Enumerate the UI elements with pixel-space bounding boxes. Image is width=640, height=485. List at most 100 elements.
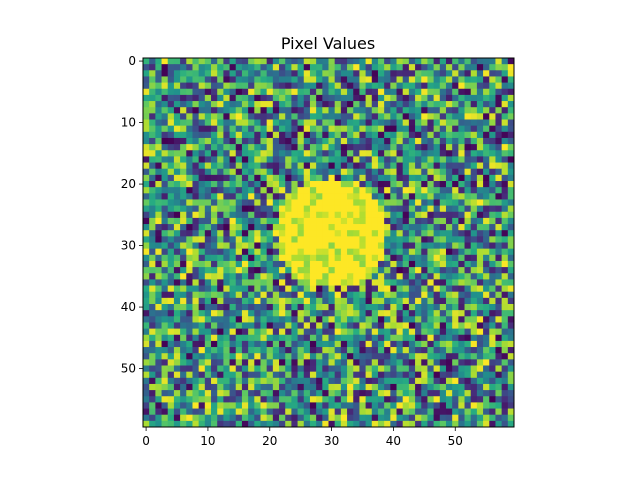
- heatmap-cell: [279, 340, 286, 348]
- heatmap-cell: [408, 347, 416, 354]
- heatmap-cell: [235, 187, 243, 194]
- heatmap-cell: [285, 267, 292, 274]
- heatmap-cell: [390, 193, 397, 200]
- heatmap-cell: [266, 119, 274, 127]
- heatmap-cell: [328, 347, 336, 354]
- heatmap-cell: [340, 377, 348, 385]
- heatmap-cell: [476, 181, 484, 188]
- heatmap-cell: [241, 101, 249, 108]
- heatmap-cell: [340, 291, 348, 299]
- heatmap-cell: [464, 340, 472, 348]
- heatmap-cell: [272, 402, 280, 409]
- heatmap-cell: [365, 211, 373, 219]
- heatmap-cell: [229, 150, 237, 157]
- heatmap-cell: [396, 347, 404, 354]
- heatmap-cell: [415, 322, 422, 329]
- heatmap-cell: [322, 119, 329, 127]
- heatmap-cell: [272, 181, 280, 188]
- heatmap-cell: [235, 347, 243, 354]
- heatmap-cell: [217, 211, 224, 219]
- heatmap-cell: [408, 414, 416, 422]
- heatmap-cell: [415, 101, 422, 108]
- heatmap-cell: [217, 396, 224, 403]
- heatmap-cell: [173, 279, 181, 286]
- heatmap-cell: [458, 181, 465, 188]
- heatmap-cell: [421, 137, 428, 145]
- heatmap-cell: [340, 359, 348, 366]
- heatmap-cell: [328, 328, 336, 336]
- heatmap-cell: [328, 414, 336, 422]
- heatmap-cell: [427, 82, 435, 90]
- heatmap-cell: [340, 340, 348, 348]
- heatmap-cell: [161, 365, 169, 373]
- heatmap-cell: [173, 125, 181, 133]
- heatmap-cell: [204, 365, 212, 373]
- heatmap-cell: [483, 230, 490, 237]
- heatmap-cell: [266, 359, 274, 366]
- heatmap-cell: [260, 420, 268, 428]
- heatmap-cell: [241, 58, 249, 65]
- heatmap-cell: [161, 119, 169, 127]
- heatmap-cell: [384, 131, 391, 139]
- heatmap-cell: [433, 230, 441, 237]
- heatmap-cell: [229, 137, 237, 145]
- heatmap-cell: [470, 82, 478, 90]
- heatmap-cell: [476, 94, 484, 102]
- heatmap-cell: [186, 322, 193, 329]
- heatmap-cell: [217, 267, 224, 274]
- heatmap-cell: [316, 193, 323, 200]
- heatmap-cell: [439, 236, 447, 243]
- heatmap-cell: [421, 187, 428, 194]
- heatmap-cell: [377, 390, 385, 397]
- heatmap-cell: [143, 347, 150, 354]
- heatmap-cell: [396, 217, 404, 225]
- heatmap-cell: [427, 217, 435, 225]
- heatmap-cell: [198, 181, 206, 188]
- heatmap-cell: [316, 58, 323, 65]
- heatmap-cell: [439, 242, 447, 250]
- heatmap-cell: [328, 353, 336, 360]
- heatmap-cell: [180, 187, 187, 194]
- heatmap-cell: [155, 199, 162, 206]
- heatmap-cell: [279, 113, 286, 120]
- heatmap-cell: [359, 365, 366, 373]
- heatmap-cell: [167, 316, 175, 323]
- heatmap-cell: [495, 304, 503, 311]
- heatmap-cell: [192, 193, 200, 200]
- heatmap-cell: [464, 107, 472, 114]
- heatmap-cell: [254, 291, 261, 299]
- heatmap-cell: [309, 156, 317, 163]
- heatmap-cell: [309, 187, 317, 194]
- heatmap-cell: [421, 334, 428, 342]
- heatmap-cell: [309, 230, 317, 237]
- heatmap-cell: [192, 70, 200, 77]
- heatmap-cell: [316, 267, 323, 274]
- heatmap-cell: [161, 64, 169, 71]
- heatmap-cell: [167, 297, 175, 305]
- heatmap-cell: [476, 193, 484, 200]
- heatmap-cell: [322, 211, 329, 219]
- heatmap-cell: [371, 285, 379, 293]
- heatmap-cell: [211, 322, 218, 329]
- heatmap-cell: [204, 174, 212, 182]
- heatmap-cell: [266, 144, 274, 151]
- heatmap-cell: [445, 156, 453, 163]
- heatmap-cell: [198, 365, 206, 373]
- heatmap-cell: [464, 322, 472, 329]
- heatmap-cell: [433, 273, 441, 280]
- heatmap-cell: [149, 383, 156, 391]
- heatmap-cell: [149, 156, 156, 163]
- heatmap-cell: [155, 94, 162, 102]
- heatmap-cell: [501, 131, 509, 139]
- heatmap-cell: [229, 125, 237, 133]
- heatmap-cell: [415, 267, 422, 274]
- heatmap-cell: [408, 107, 416, 114]
- heatmap-cell: [260, 390, 268, 397]
- heatmap-cell: [365, 242, 373, 250]
- heatmap-cell: [347, 328, 354, 336]
- heatmap-cell: [198, 328, 206, 336]
- heatmap-cell: [149, 131, 156, 139]
- heatmap-cell: [396, 322, 404, 329]
- heatmap-cell: [483, 396, 490, 403]
- heatmap-cell: [192, 76, 200, 83]
